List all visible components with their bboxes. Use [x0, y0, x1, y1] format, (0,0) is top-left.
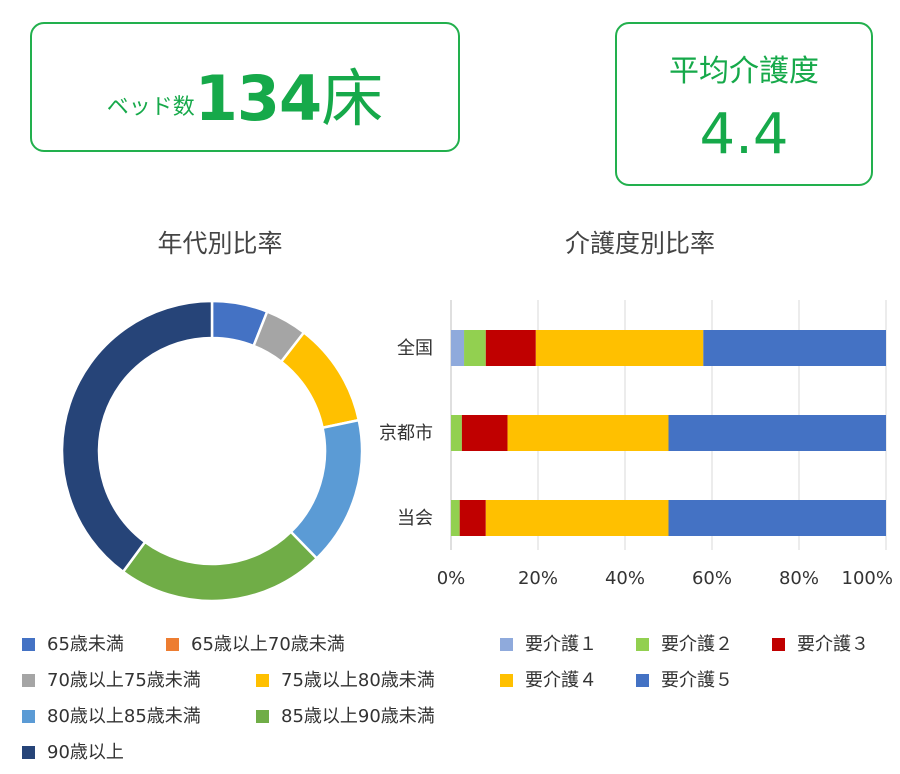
age-legend-swatch-5 — [256, 710, 269, 723]
donut-slice-6 — [60, 299, 214, 574]
age-legend-swatch-6 — [22, 746, 35, 759]
category-label-2: 当会 — [397, 508, 433, 529]
bed-count-card: ベッド数134床 — [30, 22, 460, 152]
age-legend-item-2: 70歳以上75歳未満 — [22, 666, 201, 692]
care-legend-swatch-4 — [636, 674, 649, 687]
age-legend-item-3: 75歳以上80歳未満 — [256, 666, 435, 692]
bar-segment-2-1 — [451, 500, 460, 536]
bar-segment-1-3 — [507, 415, 669, 451]
age-legend-item-1: 65歳以上70歳未満 — [166, 630, 345, 656]
care-legend-swatch-2 — [772, 638, 785, 651]
age-legend-label-1: 65歳以上70歳未満 — [191, 634, 345, 655]
bar-segment-2-4 — [668, 500, 886, 536]
care-legend-swatch-1 — [636, 638, 649, 651]
average-care-level-card: 平均介護度 4.4 — [615, 22, 873, 186]
category-label-0: 全国 — [397, 338, 433, 359]
bar-segment-0-2 — [485, 330, 536, 366]
age-legend-item-5: 85歳以上90歳未満 — [256, 702, 435, 728]
donut-slice-4 — [289, 418, 364, 561]
care-legend-item-0: 要介護１ — [500, 630, 597, 656]
care-legend-swatch-0 — [500, 638, 513, 651]
x-tick-label-0: 0% — [437, 568, 466, 589]
bar-segment-1-1 — [451, 415, 462, 451]
bed-count-value: 134 — [194, 62, 322, 135]
age-legend-label-3: 75歳以上80歳未満 — [281, 670, 435, 691]
care-legend-item-4: 要介護５ — [636, 666, 733, 692]
age-legend-label-2: 70歳以上75歳未満 — [47, 670, 201, 691]
care-legend-label-4: 要介護５ — [661, 670, 733, 691]
care-level-ratio-title: 介護度別比率 — [564, 229, 715, 258]
bar-segment-0-3 — [535, 330, 704, 366]
age-legend-swatch-0 — [22, 638, 35, 651]
x-tick-label-1: 20% — [518, 568, 558, 589]
bar-segment-0-0 — [451, 330, 465, 366]
care-legend-item-2: 要介護３ — [772, 630, 869, 656]
age-legend-item-6: 90歳以上 — [22, 738, 124, 764]
x-tick-label-5: 100% — [842, 568, 893, 589]
age-legend-label-6: 90歳以上 — [47, 742, 124, 763]
bar-segment-2-2 — [459, 500, 486, 536]
bar-segment-1-4 — [668, 415, 886, 451]
average-care-level-value: 4.4 — [699, 102, 789, 167]
x-tick-label-3: 60% — [692, 568, 732, 589]
age-legend-label-5: 85歳以上90歳未満 — [281, 706, 435, 727]
age-legend-swatch-3 — [256, 674, 269, 687]
age-legend-swatch-4 — [22, 710, 35, 723]
care-legend-label-1: 要介護２ — [661, 634, 733, 655]
care-legend-item-3: 要介護４ — [500, 666, 597, 692]
bar-segment-1-2 — [461, 415, 508, 451]
x-tick-label-2: 40% — [605, 568, 645, 589]
bed-count-unit: 床 — [321, 62, 384, 135]
average-care-level-label: 平均介護度 — [669, 54, 819, 89]
care-legend-label-2: 要介護３ — [797, 634, 869, 655]
care-legend-label-0: 要介護１ — [525, 634, 597, 655]
age-ratio-title: 年代別比率 — [157, 229, 283, 258]
age-legend-swatch-1 — [166, 638, 179, 651]
bar-segment-0-1 — [464, 330, 486, 366]
bar-segment-0-4 — [703, 330, 886, 366]
care-legend-label-3: 要介護４ — [525, 670, 597, 691]
donut-slice-3 — [279, 330, 361, 430]
category-label-1: 京都市 — [379, 423, 433, 444]
age-legend-label-0: 65歳未満 — [47, 634, 124, 655]
donut-slice-5 — [121, 530, 319, 603]
age-legend-item-0: 65歳未満 — [22, 630, 124, 656]
bar-segment-2-3 — [485, 500, 669, 536]
age-legend-label-4: 80歳以上85歳未満 — [47, 706, 201, 727]
care-legend-item-1: 要介護２ — [636, 630, 733, 656]
age-legend-swatch-2 — [22, 674, 35, 687]
x-tick-label-4: 80% — [779, 568, 819, 589]
age-legend-item-4: 80歳以上85歳未満 — [22, 702, 201, 728]
care-legend-swatch-3 — [500, 674, 513, 687]
bed-count-label: ベッド数 — [106, 95, 195, 120]
